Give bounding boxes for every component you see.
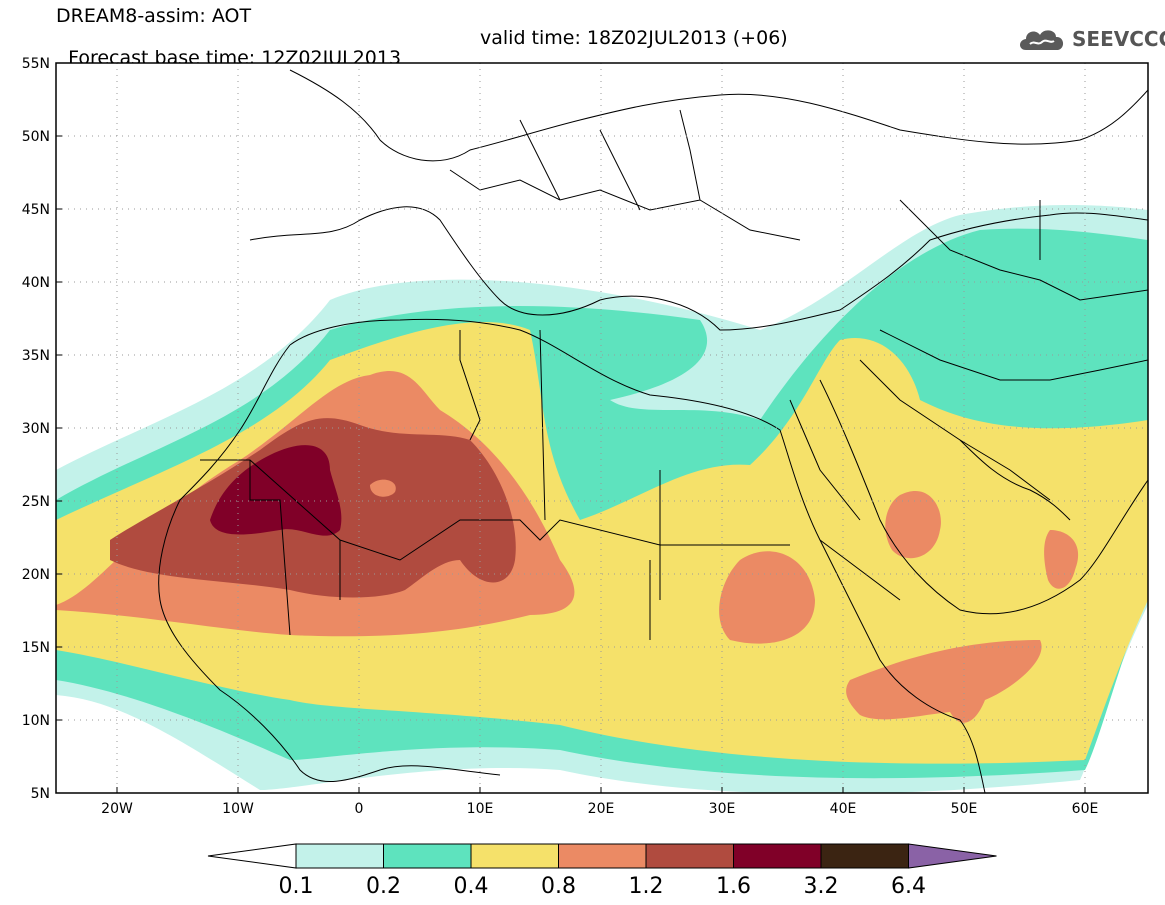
colorbar-level-label: 1.6 (716, 874, 751, 899)
colorbar: 0.1 0.2 0.4 0.8 1.2 1.6 3.2 6.4 (207, 843, 997, 899)
lat-label: 10N (22, 713, 50, 729)
colorbar-labels: 0.1 0.2 0.4 0.8 1.2 1.6 3.2 6.4 (279, 874, 927, 899)
map-title: DREAM8-assim: AOT (56, 5, 252, 27)
colorbar-level-label: 0.2 (366, 874, 401, 899)
lon-label: 40E (830, 801, 857, 817)
aot-contours (56, 205, 1148, 793)
colorbar-swatch (733, 843, 822, 869)
lat-label: 15N (22, 640, 50, 656)
logo-text: SEEVCCC (1072, 27, 1165, 51)
lat-label: 35N (22, 348, 50, 364)
colorbar-boxes (207, 843, 997, 869)
lat-label: 45N (22, 202, 50, 218)
colorbar-swatch (558, 843, 647, 869)
colorbar-level-label: 3.2 (804, 874, 839, 899)
coastline-africa (289, 318, 986, 793)
coastline-west-africa (158, 344, 501, 783)
colorbar-level-label: 1.2 (629, 874, 664, 899)
lon-label: 10E (467, 801, 494, 817)
lon-label: 20E (588, 801, 615, 817)
lat-label: 5N (31, 786, 50, 802)
aot-band-0-8 (846, 640, 1042, 723)
coastline-europe (249, 206, 1148, 331)
lon-label: 30E (709, 801, 736, 817)
coastline-arabia (819, 379, 1148, 615)
grid-lines (56, 63, 1148, 793)
border-lines-europe (449, 109, 1148, 381)
lat-label: 50N (22, 129, 50, 145)
aot-band-0-8 (885, 490, 941, 559)
colorbar-swatch (383, 843, 472, 869)
colorbar-level-label: 0.8 (541, 874, 576, 899)
country-borders (158, 69, 1148, 793)
colorbar-swatch (645, 843, 734, 869)
colorbar-swatch (295, 843, 384, 869)
tick-marks (56, 62, 1086, 794)
lat-label: 25N (22, 494, 50, 510)
colorbar-level-label: 6.4 (891, 874, 926, 899)
gulf-coast (959, 439, 1071, 521)
lon-label: 60E (1072, 801, 1099, 817)
lat-label: 20N (22, 567, 50, 583)
lon-label: 50E (951, 801, 978, 817)
colorbar-arrow-low (207, 843, 297, 869)
valid-time: valid time: 18Z02JUL2013 (+06) (480, 27, 788, 49)
seevccc-logo: SEEVCCC (1016, 22, 1165, 56)
coastline-north (289, 69, 1148, 162)
lat-label: 30N (22, 421, 50, 437)
lat-label: 40N (22, 275, 50, 291)
longitude-labels: 20W 10W 0 10E 20E 30E 40E 50E 60E (101, 801, 1098, 817)
colorbar-swatch (820, 843, 909, 869)
lon-label: 0 (355, 801, 364, 817)
cloud-icon (1020, 30, 1064, 50)
colorbar-level-label: 0.1 (279, 874, 314, 899)
colorbar-arrow-high (908, 843, 997, 869)
lon-label: 20W (101, 801, 133, 817)
latitude-labels: 55N 50N 45N 40N 35N 30N 25N 20N 15N 10N … (22, 56, 50, 802)
aot-band-0-8 (719, 551, 815, 644)
aot-band-0-8 (370, 479, 396, 497)
colorbar-swatch (470, 843, 559, 869)
aot-band-1-6 (210, 445, 342, 536)
colorbar-level-label: 0.4 (454, 874, 489, 899)
lat-label: 55N (22, 56, 50, 72)
lon-label: 10W (222, 801, 254, 817)
